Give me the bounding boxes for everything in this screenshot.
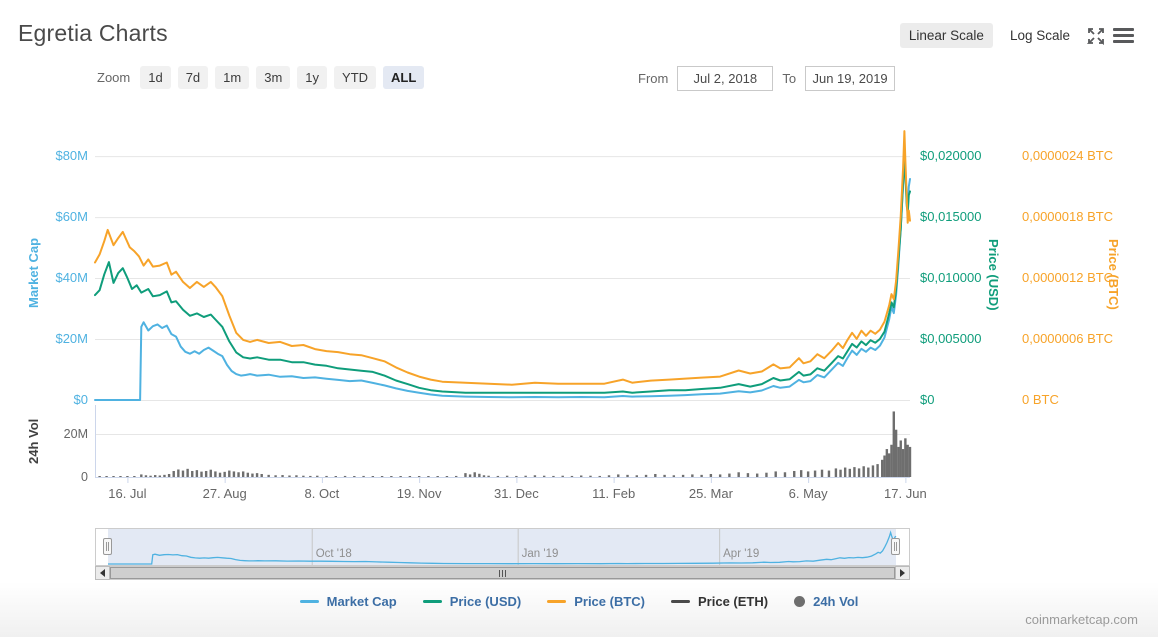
zoom-button-1d[interactable]: 1d	[140, 66, 171, 89]
scale-toggle: Linear Scale Log Scale	[899, 23, 1134, 48]
x-axis-tick-label: 25. Mar	[688, 486, 733, 501]
main-plot-gridlines	[95, 156, 910, 401]
legend-label: Price (BTC)	[574, 594, 646, 609]
price-btc-tick-label: 0,0000024 BTC	[1022, 148, 1114, 164]
menu-icon[interactable]	[1113, 28, 1134, 43]
market-cap-tick-label: $40M	[55, 270, 88, 286]
x-axis-tick-label: 27. Aug	[202, 486, 247, 501]
price-usd-tick-label: $0	[920, 392, 935, 407]
scrollbar-thumb[interactable]	[110, 567, 895, 579]
zoom-button-1m[interactable]: 1m	[215, 66, 250, 89]
price-usd-tick-label: $0,015000	[920, 209, 982, 225]
to-label: To	[782, 71, 797, 86]
navigator	[95, 528, 910, 566]
from-date-input[interactable]	[677, 66, 774, 91]
volume-axis-title: 24h Vol	[26, 418, 41, 464]
volume-tick-label: 0	[81, 470, 88, 484]
circle-marker-icon	[794, 596, 806, 607]
zoom-button-3m[interactable]: 3m	[256, 66, 291, 89]
scrollbar-left-arrow[interactable]	[95, 566, 110, 580]
series-price-btc-	[94, 130, 911, 386]
price-btc-tick-label: 0,0000012 BTC	[1022, 270, 1114, 286]
footer-strip	[0, 582, 1158, 637]
legend-item-price-usd-[interactable]: Price (USD)	[422, 594, 522, 609]
zoom-label: Zoom	[97, 70, 131, 85]
legend-item-24h-vol[interactable]: 24h Vol	[794, 594, 858, 609]
navigator-month-label: Oct '18	[315, 548, 352, 560]
zoom-button-7d[interactable]: 7d	[177, 66, 209, 89]
legend-label: Market Cap	[326, 594, 397, 609]
legend-item-price-eth-[interactable]: Price (ETH)	[671, 594, 768, 609]
market-cap-tick-label: $60M	[55, 209, 88, 225]
chart-legend: Market Cap Price (USD) Price (BTC) Price (E…	[0, 594, 1158, 609]
navigator-right-handle[interactable]	[891, 538, 900, 555]
legend-label: Price (USD)	[449, 594, 522, 609]
navigator-month-label: Jan '19	[521, 548, 559, 560]
zoom-button-all[interactable]: ALL	[383, 66, 425, 89]
x-axis-tick-label: 16. Jul	[108, 486, 147, 501]
legend-label: Price (ETH)	[698, 594, 769, 609]
volume-bars	[98, 411, 912, 477]
price-btc-tick-label: 0,0000006 BTC	[1022, 331, 1114, 347]
x-axis-tick-label: 6. May	[788, 486, 828, 501]
legend-item-market-cap[interactable]: Market Cap	[299, 594, 397, 609]
legend-label: 24h Vol	[813, 594, 859, 609]
line-marker-icon	[547, 600, 567, 603]
line-marker-icon	[671, 600, 691, 603]
line-marker-icon	[422, 600, 442, 603]
price-usd-tick-label: $0,020000	[920, 148, 982, 164]
page-title: Egretia Charts	[18, 20, 168, 46]
price-btc-tick-label: 0 BTC	[1022, 392, 1059, 407]
market-cap-tick-label: $80M	[55, 148, 88, 164]
series-market-cap	[94, 149, 911, 401]
zoom-controls: Zoom 1d 7d 1m 3m 1y YTD ALL	[97, 66, 425, 89]
series-price-usd-	[94, 153, 911, 394]
x-axis-tick-label: 11. Feb	[592, 486, 636, 501]
x-axis-tick-label: 8. Oct	[304, 486, 340, 501]
price-usd-tick-label: $0,010000	[920, 270, 982, 286]
log-scale-button[interactable]: Log Scale	[1009, 28, 1070, 43]
price-usd-axis-title: Price (USD)	[986, 238, 1001, 311]
volume-plot	[95, 405, 910, 483]
market-cap-tick-label: $0	[73, 392, 88, 407]
from-label: From	[638, 71, 669, 86]
price-btc-axis-title: Price (BTC)	[1106, 239, 1121, 310]
x-axis-tick-label: 31. Dec	[493, 486, 539, 501]
line-marker-icon	[299, 600, 319, 603]
x-axis-tick-label: 19. Nov	[396, 486, 442, 501]
to-date-input[interactable]	[805, 66, 896, 91]
navigator-month-label: Apr '19	[723, 548, 760, 560]
volume-tick-label: 20M	[63, 427, 88, 441]
expand-icon[interactable]	[1086, 27, 1105, 45]
legend-item-price-btc-[interactable]: Price (BTC)	[547, 594, 645, 609]
zoom-button-1y[interactable]: 1y	[297, 66, 328, 89]
navigator-left-handle[interactable]	[103, 538, 112, 555]
price-usd-tick-label: $0,005000	[920, 331, 982, 347]
x-axis-tick-label: 17. Jun	[884, 486, 927, 501]
zoom-button-ytd[interactable]: YTD	[334, 66, 377, 89]
date-range-controls: From To	[638, 66, 908, 91]
scrollbar-right-arrow[interactable]	[895, 566, 910, 580]
watermark: coinmarketcap.com	[1025, 612, 1138, 627]
linear-scale-button[interactable]: Linear Scale	[899, 23, 993, 48]
market-cap-tick-label: $20M	[55, 331, 88, 347]
price-btc-tick-label: 0,0000018 BTC	[1022, 209, 1114, 225]
